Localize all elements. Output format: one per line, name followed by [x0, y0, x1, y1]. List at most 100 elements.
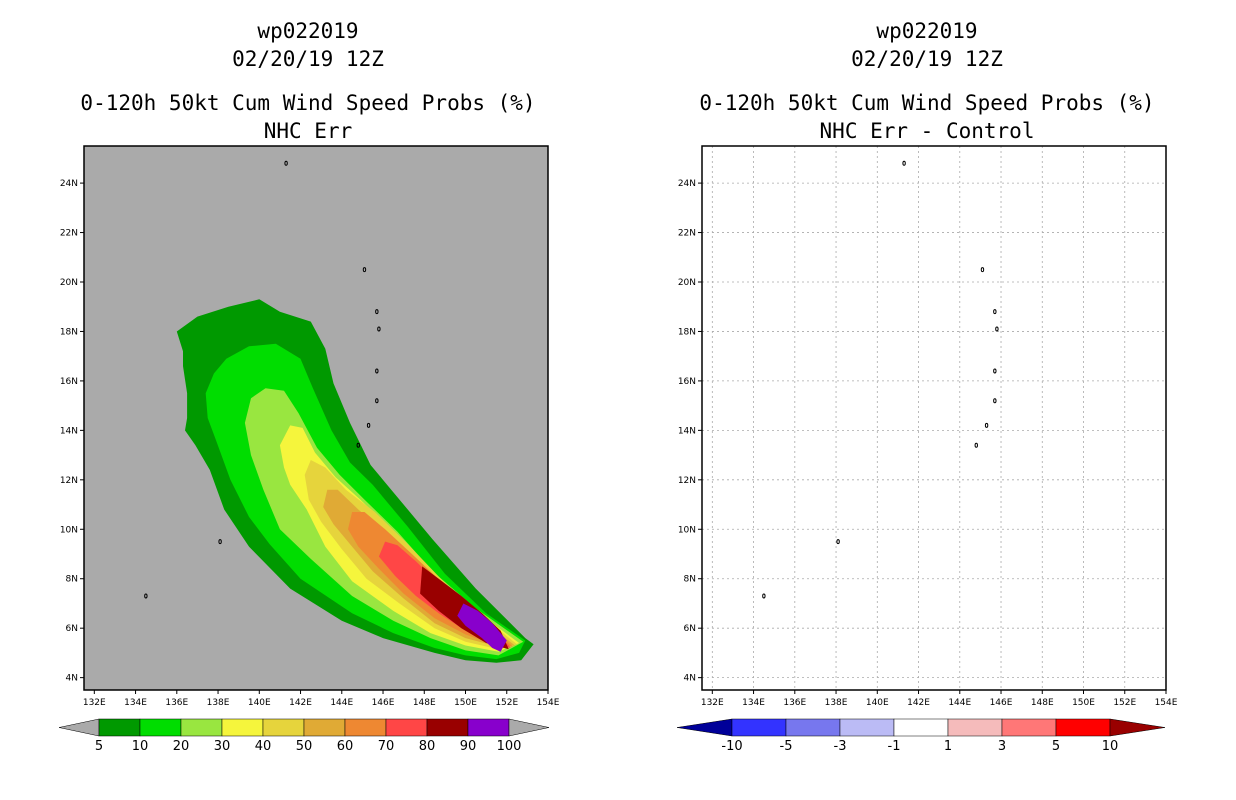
left-plot: 132E 134E 136E 138E 140E 142E 144E 146E 148E 150E…: [60, 145, 560, 708]
left-island: [377, 326, 381, 332]
left-colorbar-label: 20: [173, 739, 190, 754]
right-lon-tick-label: 146E: [990, 698, 1013, 708]
left-island: [218, 539, 222, 545]
left-subtitle2: NHC Err: [264, 119, 353, 143]
right-colorbar-label: -1: [888, 739, 901, 754]
left-lat-tick-label: 20N: [60, 278, 78, 288]
left-colorbar-swatch: [426, 718, 469, 737]
left-colorbar-swatch: [98, 718, 141, 737]
right-colorbar-label: 3: [998, 739, 1006, 754]
left-colorbar-label: 10: [132, 739, 149, 754]
right-lat-tick-label: 22N: [678, 229, 696, 239]
left-island: [375, 398, 379, 404]
right-lon-tick-label: 138E: [825, 698, 848, 708]
left-colorbar-label: 5: [95, 739, 103, 754]
left-lon-tick-label: 146E: [372, 698, 395, 708]
right-lon-tick-label: 148E: [1031, 698, 1054, 708]
right-lat-tick-label: 6N: [684, 624, 696, 634]
left-colorbar-swatch: [303, 718, 346, 737]
right-lon-tick-label: 152E: [1113, 698, 1136, 708]
right-island: [995, 326, 999, 332]
left-colorbar-label: 60: [337, 739, 354, 754]
left-colorbar-under-arrow: [58, 718, 100, 737]
left-lon-tick-label: 134E: [124, 698, 147, 708]
right-island: [974, 442, 978, 448]
right-plot-frame: [701, 145, 1167, 691]
right-colorbar-label: -10: [721, 739, 742, 754]
right-colorbar-label: -5: [780, 739, 793, 754]
right-colorbar-swatch: [893, 718, 949, 737]
right-plot: 132E 134E 136E 138E 140E 142E 144E 146E 148E 150E…: [678, 145, 1178, 708]
right-lat-tick-label: 12N: [678, 476, 696, 486]
right-subtitle2: NHC Err - Control: [820, 119, 1035, 143]
right-lat-tick-label: 4N: [684, 674, 696, 684]
left-island: [144, 593, 148, 599]
left-lat-tick-label: 18N: [60, 327, 78, 337]
left-colorbar-label: 40: [255, 739, 272, 754]
left-lat-tick-label: 4N: [66, 674, 78, 684]
left-island: [284, 160, 288, 166]
left-colorbar-label: 90: [460, 739, 477, 754]
right-colorbar-under-arrow: [676, 718, 733, 737]
left-island: [362, 267, 367, 273]
right-title: wp022019: [876, 19, 977, 43]
right-island: [984, 422, 989, 428]
right-colorbar-swatch: [1001, 718, 1057, 737]
right-island: [836, 539, 840, 545]
left-colorbar-label: 30: [214, 739, 231, 754]
left-lat-tick-label: 16N: [60, 377, 78, 387]
right-island: [993, 309, 997, 315]
right-map-background: [702, 146, 1166, 690]
right-lon-tick-label: 142E: [907, 698, 930, 708]
left-island: [356, 442, 360, 448]
left-lon-tick-label: 144E: [330, 698, 353, 708]
left-lat-tick-label: 6N: [66, 624, 78, 634]
right-colorbar-swatch: [731, 718, 787, 737]
right-lat-tick-label: 10N: [678, 525, 696, 535]
left-lat-tick-label: 12N: [60, 476, 78, 486]
right-island: [902, 160, 906, 166]
left-colorbar-swatch: [262, 718, 305, 737]
right-colorbar: -10 -5 -3 -1 1 3 5 10: [676, 718, 1166, 754]
right-lat-tick-label: 14N: [678, 426, 696, 436]
left-island: [375, 368, 379, 374]
right-lon-tick-label: 134E: [742, 698, 765, 708]
left-colorbar-label: 70: [378, 739, 395, 754]
right-lat-tick-label: 18N: [678, 327, 696, 337]
right-lat-tick-label: 24N: [678, 179, 696, 189]
right-colorbar-over-arrow: [1109, 718, 1166, 737]
right-colorbar-swatch: [785, 718, 841, 737]
right-lat-tick-label: 20N: [678, 278, 696, 288]
right-lon-tick-label: 136E: [783, 698, 806, 708]
right-lon-tick-label: 150E: [1072, 698, 1095, 708]
left-lon-tick-label: 150E: [454, 698, 477, 708]
left-colorbar-over-arrow: [508, 718, 550, 737]
right-subtitle: 0-120h 50kt Cum Wind Speed Probs (%): [699, 91, 1154, 115]
right-lon-tick-label: 140E: [866, 698, 889, 708]
left-title: wp022019: [257, 19, 358, 43]
left-colorbar-swatch: [180, 718, 223, 737]
left-colorbar-label: 50: [296, 739, 313, 754]
left-lat-tick-label: 10N: [60, 525, 78, 535]
left-lon-tick-label: 132E: [83, 698, 106, 708]
left-lat-tick-label: 8N: [66, 575, 78, 585]
left-colorbar: 5 10 20 30 40 50 60 70 80 90 100: [58, 718, 550, 754]
left-island: [366, 422, 371, 428]
left-plot-frame: [83, 145, 549, 691]
left-colorbar-swatch: [467, 718, 510, 737]
left-colorbar-label: 80: [419, 739, 436, 754]
left-lat-tick-label: 22N: [60, 229, 78, 239]
left-subtitle: 0-120h 50kt Cum Wind Speed Probs (%): [80, 91, 535, 115]
left-lon-tick-label: 140E: [248, 698, 271, 708]
left-lon-tick-label: 138E: [207, 698, 230, 708]
left-lat-tick-label: 24N: [60, 179, 78, 189]
left-lat-tick-label: 14N: [60, 426, 78, 436]
right-colorbar-label: 5: [1052, 739, 1060, 754]
right-colorbar-label: 1: [944, 739, 952, 754]
right-lon-tick-label: 132E: [701, 698, 724, 708]
left-datetime: 02/20/19 12Z: [232, 47, 384, 71]
left-lon-tick-label: 142E: [289, 698, 312, 708]
right-lat-tick-label: 16N: [678, 377, 696, 387]
right-lon-tick-label: 144E: [948, 698, 971, 708]
